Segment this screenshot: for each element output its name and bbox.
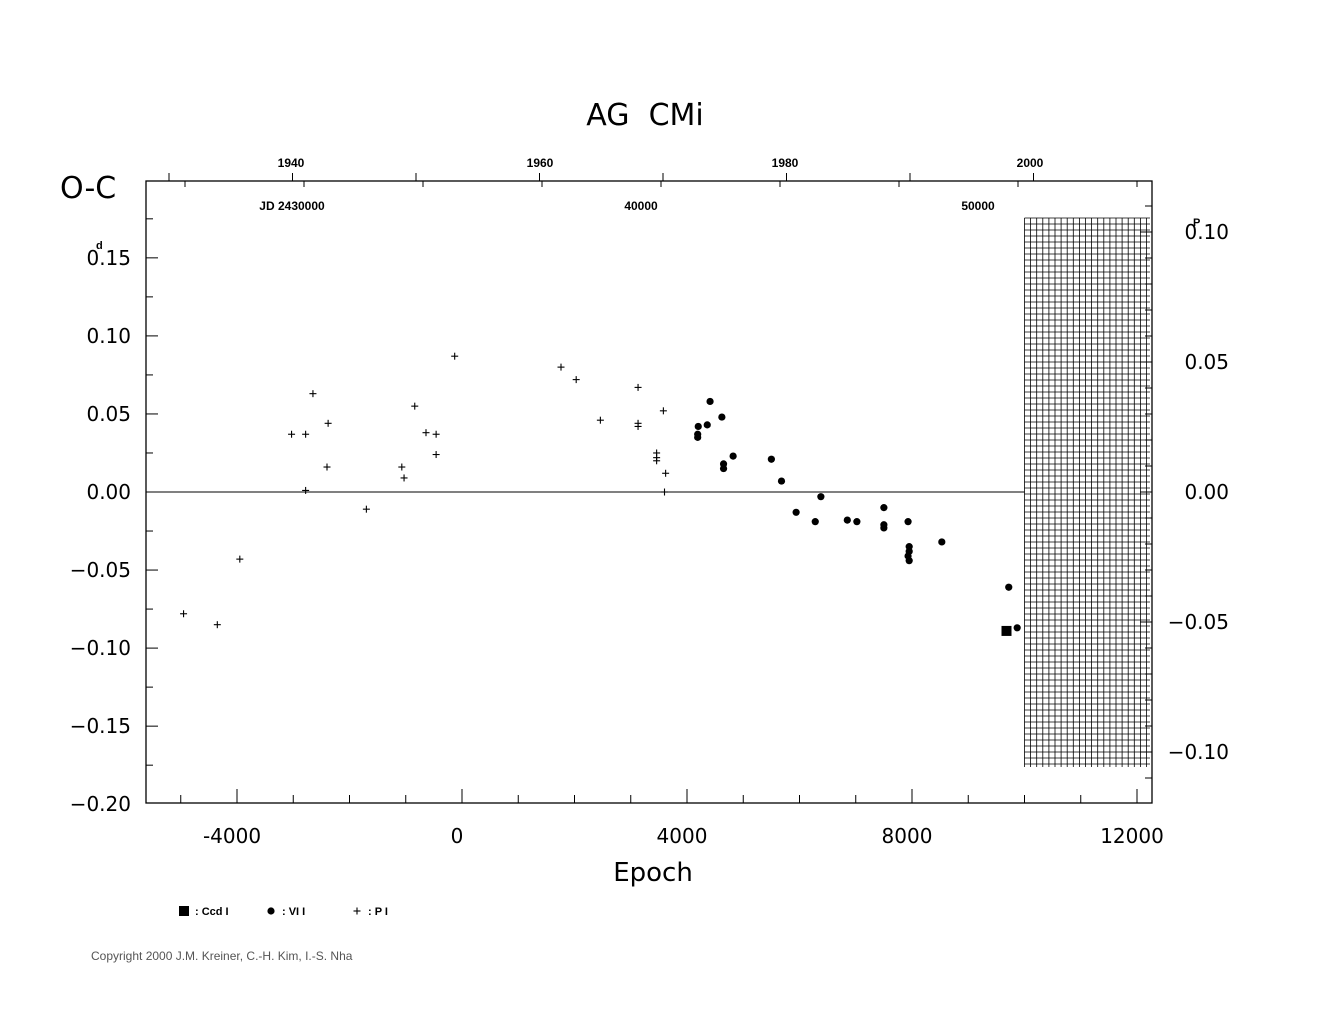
data-point-circle [853, 518, 861, 526]
right-tick-label: 0.10 [1184, 220, 1229, 244]
data-point-circle [767, 455, 775, 463]
y-tick-label: −0.10 [70, 636, 131, 660]
chart-title: AG CMi [586, 98, 703, 133]
y-tick-label: 0.00 [86, 480, 131, 504]
data-point-circle [694, 422, 702, 431]
data-point-circle [729, 452, 737, 460]
data-point-circle [703, 421, 711, 429]
data-point-square [1001, 625, 1012, 636]
data-point-plus [309, 390, 317, 398]
right-unit-superscript: P [1193, 217, 1200, 229]
data-point-plus [659, 407, 667, 415]
legend-marker-square [179, 906, 189, 916]
data-point-circle [905, 557, 913, 565]
x-tick-label: 4000 [657, 824, 708, 848]
y-axis-label: O-C [60, 171, 116, 206]
top-jd-label: 40000 [624, 199, 658, 213]
legend-marker-circle [267, 907, 275, 915]
data-point-plus [288, 430, 296, 438]
right-tick-label: 0.00 [1184, 480, 1229, 504]
data-points [180, 352, 1021, 636]
data-point-circle [843, 516, 851, 524]
data-point-plus [662, 469, 670, 477]
y-tick-label: −0.05 [70, 558, 131, 582]
data-point-plus [422, 429, 430, 437]
plot-frame [145, 180, 1153, 804]
data-point-circle [880, 504, 888, 512]
x-tick-label: 0 [451, 824, 464, 848]
data-point-plus [302, 486, 310, 494]
legend: : Ccd I : VI I : P I [179, 906, 388, 918]
y-tick-label: −0.20 [70, 792, 131, 816]
data-point-plus [661, 488, 668, 496]
axis-ticks [146, 173, 1152, 803]
x-tick-label: 8000 [882, 824, 933, 848]
top-year-label: 1960 [527, 156, 554, 170]
legend-label: : VI I [282, 906, 305, 918]
data-point-plus [432, 451, 440, 459]
data-point-plus [362, 505, 370, 513]
data-point-circle [1013, 624, 1021, 632]
legend-label: : Ccd I [195, 906, 229, 918]
right-tick-label: −0.05 [1168, 610, 1229, 634]
data-point-plus [634, 422, 642, 430]
data-point-circle [811, 518, 819, 526]
tick-labels: -4000 0 4000 8000 12000 0.15 0.10 0.05 0.00 −0.05… [70, 156, 1229, 848]
data-point-plus [213, 621, 221, 629]
data-point-circle [817, 493, 825, 501]
y-unit-superscript: d [96, 240, 103, 252]
y-tick-label: −0.15 [70, 714, 131, 738]
data-point-circle [694, 433, 702, 441]
top-jd-label: 50000 [961, 199, 995, 213]
legend-label: : P I [368, 906, 388, 918]
data-point-plus [653, 457, 661, 465]
data-point-circle [880, 524, 888, 532]
legend-marker-plus [353, 907, 361, 915]
data-point-plus [634, 383, 642, 391]
data-point-circle [904, 518, 912, 526]
data-point-plus [302, 430, 310, 438]
data-point-circle [938, 538, 946, 546]
y-tick-label: 0.15 [86, 246, 131, 270]
right-tick-label: −0.10 [1168, 740, 1229, 764]
x-axis-label: Epoch [613, 858, 693, 888]
data-point-plus [451, 352, 459, 360]
data-point-plus [324, 419, 332, 427]
data-point-circle [706, 397, 714, 406]
data-point-plus [236, 555, 244, 563]
x-tick-label: 12000 [1100, 824, 1164, 848]
data-point-circle [792, 508, 800, 516]
data-point-plus [572, 376, 580, 384]
data-point-plus [400, 474, 408, 482]
data-point-circle [718, 413, 726, 421]
data-point-plus [411, 402, 419, 410]
top-year-label: 1980 [772, 156, 799, 170]
data-point-plus [180, 610, 188, 618]
data-point-circle [719, 464, 728, 473]
data-point-plus [557, 363, 565, 371]
data-point-plus [432, 430, 440, 438]
copyright-note: Copyright 2000 J.M. Kreiner, C.-H. Kim, … [91, 949, 353, 963]
data-point-plus [398, 463, 406, 471]
data-point-circle [777, 477, 786, 485]
hatched-region [1024, 217, 1150, 767]
top-year-label: 1940 [278, 156, 305, 170]
top-jd-label: JD 2430000 [259, 199, 325, 213]
y-tick-label: 0.10 [86, 324, 131, 348]
top-year-label: 2000 [1017, 156, 1044, 170]
x-tick-label: -4000 [203, 824, 261, 848]
data-point-plus [596, 416, 604, 424]
data-point-plus [323, 463, 331, 471]
y-tick-label: 0.05 [86, 402, 131, 426]
right-tick-label: 0.05 [1184, 350, 1229, 374]
data-point-circle [1005, 583, 1013, 591]
